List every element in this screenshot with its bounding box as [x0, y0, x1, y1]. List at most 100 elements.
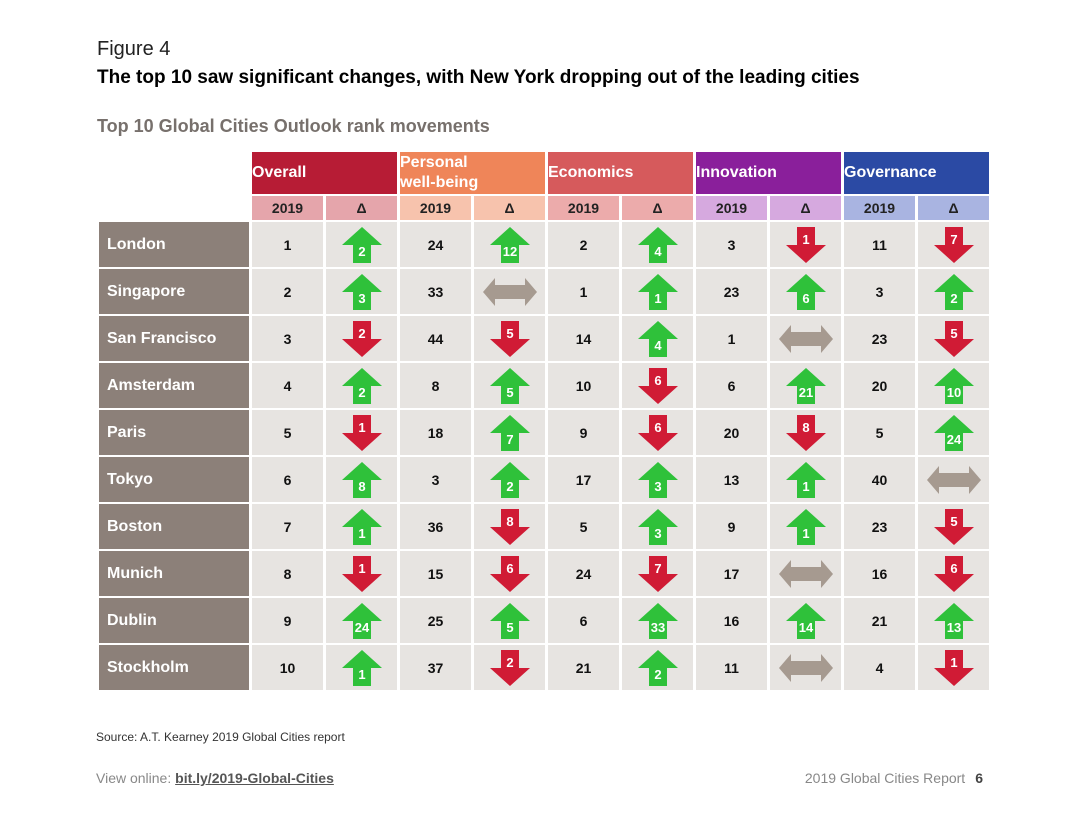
arrow-up-icon: [933, 414, 974, 451]
year-subheader: 2019: [844, 196, 915, 220]
rank-value: 36: [400, 504, 471, 549]
delta-cell: 1: [770, 457, 841, 502]
arrow-up-icon: [489, 414, 530, 451]
delta-cell: 3: [622, 504, 693, 549]
change-value: 1: [802, 232, 809, 247]
arrow-down-icon: [489, 649, 530, 686]
arrow-down-icon: [933, 508, 974, 545]
change-value: 1: [654, 291, 661, 306]
arrow-both-icon: [926, 465, 981, 494]
change-value: 2: [950, 291, 957, 306]
delta-subheader: Δ: [770, 196, 841, 220]
rank-value: 8: [400, 363, 471, 408]
delta-cell: 7: [918, 222, 989, 267]
delta-cell: 5: [474, 598, 545, 643]
arrow-up-icon: [637, 649, 678, 686]
delta-cell: 8: [474, 504, 545, 549]
delta-cell: 4: [622, 222, 693, 267]
change-value: 1: [358, 667, 365, 682]
rank-value: 2: [252, 269, 323, 314]
arrow-up-icon: [785, 367, 826, 404]
delta-cell: 1: [326, 645, 397, 690]
rank-value: 23: [844, 316, 915, 361]
change-value: 1: [802, 526, 809, 541]
delta-cell: 6: [918, 551, 989, 596]
delta-cell: 5: [918, 316, 989, 361]
rank-movements-table: Overall Personal well-being Economics Innova…: [96, 150, 992, 692]
category-header: Economics: [548, 152, 693, 194]
figure-title: The top 10 saw significant changes, with…: [97, 67, 860, 88]
rank-value: 10: [548, 363, 619, 408]
change-value: 6: [802, 291, 809, 306]
arrow-up-icon: [637, 273, 678, 310]
rank-value: 4: [252, 363, 323, 408]
city-name: Boston: [99, 504, 249, 549]
delta-cell: 8: [770, 410, 841, 455]
year-subheader: 2019: [252, 196, 323, 220]
rank-value: 3: [696, 222, 767, 267]
arrow-down-icon: [489, 555, 530, 592]
change-value: 21: [798, 385, 812, 400]
arrow-up-icon: [341, 649, 382, 686]
change-value: 1: [358, 420, 365, 435]
corner-blank-sub: [99, 196, 249, 220]
change-value: 3: [654, 479, 661, 494]
delta-cell: 4: [622, 316, 693, 361]
source-note: Source: A.T. Kearney 2019 Global Cities …: [96, 730, 345, 744]
arrow-up-icon: [341, 508, 382, 545]
table-row: Munich 8 1 15 6 24 7 17 16 6: [99, 551, 989, 596]
arrow-down-icon: [933, 555, 974, 592]
rank-value: 33: [400, 269, 471, 314]
delta-subheader: Δ: [622, 196, 693, 220]
rank-value: 6: [696, 363, 767, 408]
arrow-up-icon: [637, 508, 678, 545]
rank-value: 17: [548, 457, 619, 502]
rank-value: 9: [696, 504, 767, 549]
delta-cell: 7: [622, 551, 693, 596]
arrow-down-icon: [933, 226, 974, 263]
change-value: 2: [506, 479, 513, 494]
change-value: 5: [950, 514, 957, 529]
change-value: 5: [506, 326, 513, 341]
rank-value: 9: [548, 410, 619, 455]
delta-cell: 1: [918, 645, 989, 690]
change-value: 6: [654, 373, 661, 388]
arrow-up-icon: [785, 602, 826, 639]
change-value: 8: [506, 514, 513, 529]
page-number: 6: [975, 770, 983, 786]
delta-cell: 5: [474, 316, 545, 361]
delta-cell: 6: [770, 269, 841, 314]
delta-cell: 2: [918, 269, 989, 314]
delta-cell: 1: [326, 410, 397, 455]
delta-subheader: Δ: [326, 196, 397, 220]
rank-value: 18: [400, 410, 471, 455]
table-row: Amsterdam 4 2 8 5 10 6 6 21 20 10: [99, 363, 989, 408]
arrow-up-icon: [933, 602, 974, 639]
city-name: Singapore: [99, 269, 249, 314]
rank-value: 10: [252, 645, 323, 690]
rank-value: 23: [696, 269, 767, 314]
rank-value: 37: [400, 645, 471, 690]
rank-value: 5: [844, 410, 915, 455]
arrow-up-icon: [341, 602, 382, 639]
rank-value: 7: [252, 504, 323, 549]
delta-cell: 2: [474, 457, 545, 502]
delta-cell: 1: [770, 222, 841, 267]
arrow-down-icon: [785, 226, 826, 263]
rank-value: 17: [696, 551, 767, 596]
change-value: 2: [358, 244, 365, 259]
city-name: London: [99, 222, 249, 267]
view-online-link[interactable]: bit.ly/2019-Global-Cities: [175, 770, 334, 786]
rank-value: 9: [252, 598, 323, 643]
arrow-up-icon: [341, 461, 382, 498]
delta-cell: 24: [326, 598, 397, 643]
category-header: Governance: [844, 152, 989, 194]
delta-cell: 6: [622, 363, 693, 408]
delta-cell: 12: [474, 222, 545, 267]
rank-value: 20: [844, 363, 915, 408]
rank-value: 4: [844, 645, 915, 690]
rank-value: 44: [400, 316, 471, 361]
arrow-both-icon: [482, 277, 537, 306]
arrow-down-icon: [637, 367, 678, 404]
city-name: Paris: [99, 410, 249, 455]
